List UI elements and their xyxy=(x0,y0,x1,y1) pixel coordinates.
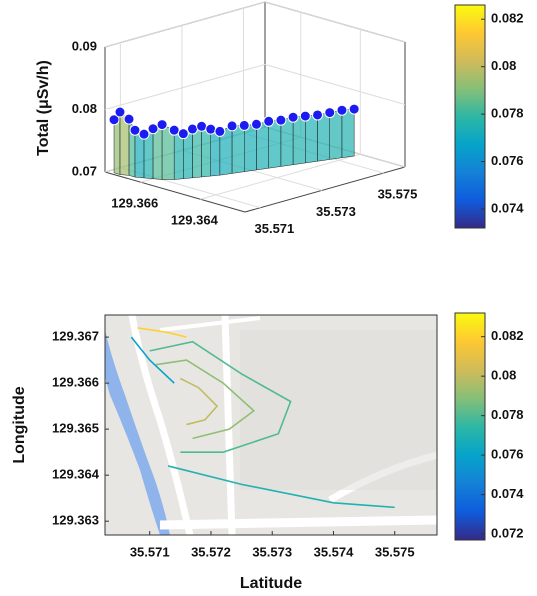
surface-patch xyxy=(269,120,281,168)
y-tick-label: 129.365 xyxy=(52,421,99,436)
surface-patch xyxy=(232,125,244,173)
data-point xyxy=(169,125,179,135)
data-point xyxy=(276,115,286,125)
data-point xyxy=(325,108,335,118)
colorbar-tick-label: 0.082 xyxy=(491,328,524,343)
x-tick-label: 35.572 xyxy=(191,544,231,559)
y-tick-label: 129.367 xyxy=(52,329,99,344)
y-tick-label: 129.366 xyxy=(111,196,158,211)
data-point xyxy=(251,119,261,129)
surface-patch xyxy=(305,115,317,163)
y-tick-label: 129.366 xyxy=(52,375,99,390)
data-point xyxy=(115,107,125,117)
x-tick-label: 35.573 xyxy=(252,544,292,559)
colorbar-tick-label: 0.08 xyxy=(491,368,516,383)
grid-line xyxy=(105,2,265,47)
x-axis-label: Latitude xyxy=(240,575,302,592)
colorbar xyxy=(455,313,485,540)
data-point xyxy=(239,120,249,130)
y-axis-label: Longitude xyxy=(11,386,28,463)
colorbar-tick-label: 0.076 xyxy=(491,447,524,462)
colorbar-tick-label: 0.08 xyxy=(491,58,516,73)
data-point xyxy=(187,124,197,134)
x-tick-label: 35.571 xyxy=(255,221,295,236)
data-point xyxy=(264,116,274,126)
data-point xyxy=(178,129,188,139)
y-tick-label: 129.363 xyxy=(52,513,99,528)
data-point xyxy=(349,104,359,114)
data-point xyxy=(288,112,298,122)
map-background xyxy=(103,315,437,535)
data-point xyxy=(227,121,237,131)
grid-line xyxy=(265,2,405,42)
data-point xyxy=(124,114,134,124)
surface-patch xyxy=(244,124,256,171)
data-point xyxy=(148,124,158,134)
x-tick-label: 35.575 xyxy=(375,544,415,559)
colorbar-tick-label: 0.074 xyxy=(491,200,524,215)
colorbar-tick-label: 0.078 xyxy=(491,407,524,422)
colorbar xyxy=(455,5,485,228)
z-tick-label: 0.09 xyxy=(72,38,97,53)
colorbar-tick-label: 0.078 xyxy=(491,106,524,121)
data-point xyxy=(300,111,310,121)
x-tick-label: 35.571 xyxy=(130,544,170,559)
grid-line xyxy=(265,65,405,105)
y-tick-label: 129.364 xyxy=(171,213,219,228)
data-point xyxy=(130,125,140,135)
x-tick-label: 35.573 xyxy=(316,204,356,219)
z-tick-label: 0.07 xyxy=(72,163,97,178)
data-point xyxy=(313,110,323,120)
colorbar-tick-label: 0.082 xyxy=(491,11,524,26)
colorbar-tick-label: 0.074 xyxy=(491,486,524,501)
surface-patch xyxy=(342,109,354,158)
z-axis-label: Total (μSv/h) xyxy=(35,60,52,156)
data-point xyxy=(206,124,216,134)
data-point xyxy=(337,105,347,115)
x-tick-label: 35.574 xyxy=(314,544,355,559)
colorbar-tick-label: 0.076 xyxy=(491,153,524,168)
data-point xyxy=(215,126,225,136)
grid-line xyxy=(105,65,265,110)
data-point xyxy=(157,120,167,130)
y-tick-label: 129.364 xyxy=(52,467,100,482)
data-point xyxy=(197,121,207,131)
colorbar-tick-label: 0.072 xyxy=(491,526,524,541)
x-tick-label: 35.575 xyxy=(378,186,418,201)
surface-patch xyxy=(293,116,305,165)
z-tick-label: 0.08 xyxy=(72,101,97,116)
data-point xyxy=(139,129,149,139)
figure: Total (μSv/h) Longitude Latitude 0.07 0.0… xyxy=(0,0,537,596)
